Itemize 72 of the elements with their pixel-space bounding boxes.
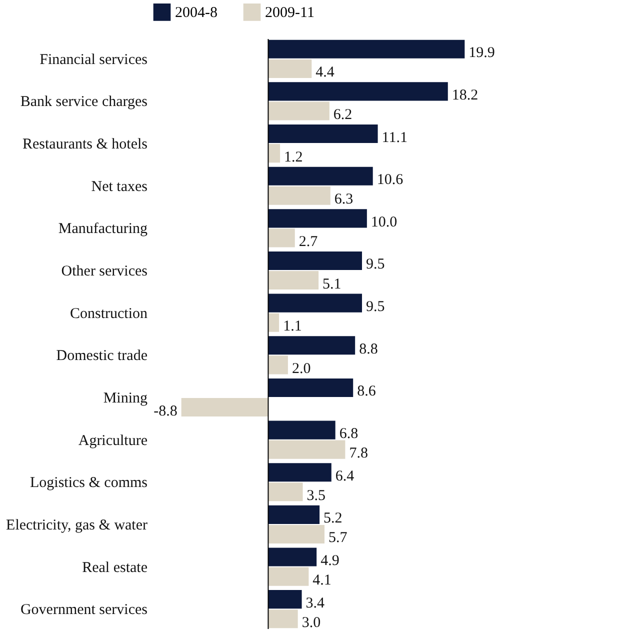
bar xyxy=(268,166,373,186)
bar xyxy=(268,102,330,120)
bar xyxy=(268,144,280,163)
data-label: 19.9 xyxy=(468,45,495,62)
data-label: 8.6 xyxy=(357,384,376,400)
y-tick-label: Manufacturing xyxy=(58,221,148,238)
y-tick-label: Construction xyxy=(70,306,148,322)
data-label: 10.0 xyxy=(370,214,398,230)
y-tick-label: Financial services xyxy=(40,52,148,68)
data-label: 1.2 xyxy=(284,149,303,166)
data-label: 3.0 xyxy=(302,614,321,631)
bar xyxy=(268,505,320,524)
bar xyxy=(268,82,448,101)
bar xyxy=(268,567,309,586)
data-label: 9.5 xyxy=(366,299,385,316)
data-label: 3.5 xyxy=(306,488,326,504)
y-tick-label: Net taxes xyxy=(91,178,148,195)
y-tick-label: Mining xyxy=(103,390,148,406)
bar xyxy=(268,186,330,205)
bar xyxy=(268,228,295,248)
bar xyxy=(268,59,312,78)
data-label: 11.1 xyxy=(382,130,408,146)
data-label: 2.7 xyxy=(298,234,318,250)
data-label: 18.2 xyxy=(452,87,478,104)
bar xyxy=(268,40,465,58)
y-tick-label: Agriculture xyxy=(78,432,148,449)
bar xyxy=(268,610,298,628)
data-label: 2.0 xyxy=(292,360,311,377)
bar xyxy=(268,251,362,270)
data-label: 4.9 xyxy=(320,553,340,570)
data-label: 1.1 xyxy=(283,318,302,335)
bar xyxy=(268,313,280,332)
data-label: 9.5 xyxy=(366,256,385,273)
data-label: 6.3 xyxy=(334,192,354,208)
y-tick-label: Logistics & comms xyxy=(30,475,148,492)
data-label: 5.1 xyxy=(322,276,342,292)
bar xyxy=(268,271,319,290)
data-label: 10.6 xyxy=(376,172,404,188)
data-label: 3.4 xyxy=(306,595,326,612)
data-label: 4.4 xyxy=(316,64,335,81)
data-label: 6.4 xyxy=(335,468,355,484)
bar xyxy=(268,440,346,459)
y-tick-label: Government services xyxy=(20,602,148,618)
y-tick-label: Other services xyxy=(61,264,148,280)
y-tick-label: Electricity, gas & water xyxy=(6,517,148,534)
bar xyxy=(268,378,354,397)
bar xyxy=(268,420,336,440)
data-label: 8.8 xyxy=(359,341,378,358)
data-label: 4.1 xyxy=(312,572,332,589)
data-label: 7.8 xyxy=(349,446,368,462)
y-tick-label: Real estate xyxy=(82,560,148,576)
bar xyxy=(268,294,362,312)
data-label: 6.2 xyxy=(333,106,352,123)
legend-label: 2004-8 xyxy=(175,5,218,22)
bar xyxy=(268,590,302,609)
y-tick-label: Restaurants & hotels xyxy=(22,136,148,153)
bar xyxy=(268,209,367,228)
data-label: 6.8 xyxy=(339,426,358,442)
bar xyxy=(268,336,356,355)
bar xyxy=(268,356,288,374)
data-label: 5.7 xyxy=(328,530,348,546)
bar xyxy=(268,463,332,482)
bar xyxy=(268,548,317,566)
bar xyxy=(181,398,268,417)
legend-label: 2009-11 xyxy=(265,5,314,22)
y-tick-label: Domestic trade xyxy=(56,348,148,364)
data-label: -8.8 xyxy=(154,403,178,420)
data-label: 5.2 xyxy=(324,510,342,527)
bar xyxy=(268,124,378,144)
bar xyxy=(268,482,303,502)
bar xyxy=(268,524,324,544)
y-tick-label: Bank service charges xyxy=(20,94,148,110)
